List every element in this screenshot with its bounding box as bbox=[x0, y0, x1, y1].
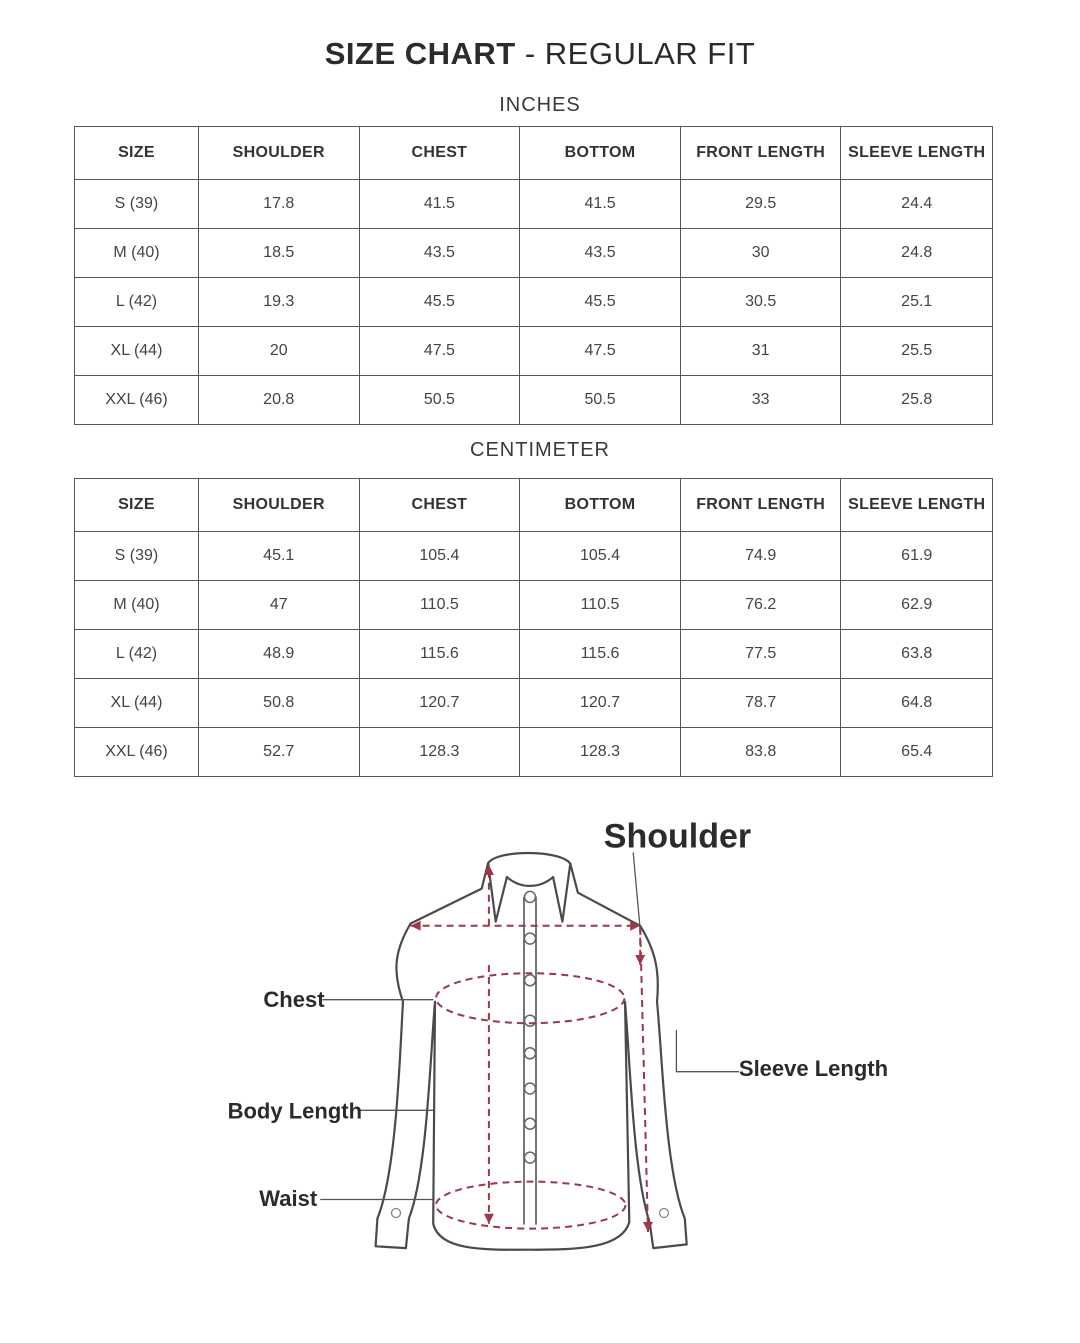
svg-text:Body Length: Body Length bbox=[228, 1098, 362, 1123]
svg-text:Chest: Chest bbox=[263, 987, 325, 1012]
svg-text:Sleeve Length: Sleeve Length bbox=[739, 1056, 888, 1081]
svg-text:Waist: Waist bbox=[259, 1186, 318, 1211]
svg-text:Shoulder: Shoulder bbox=[604, 818, 751, 856]
